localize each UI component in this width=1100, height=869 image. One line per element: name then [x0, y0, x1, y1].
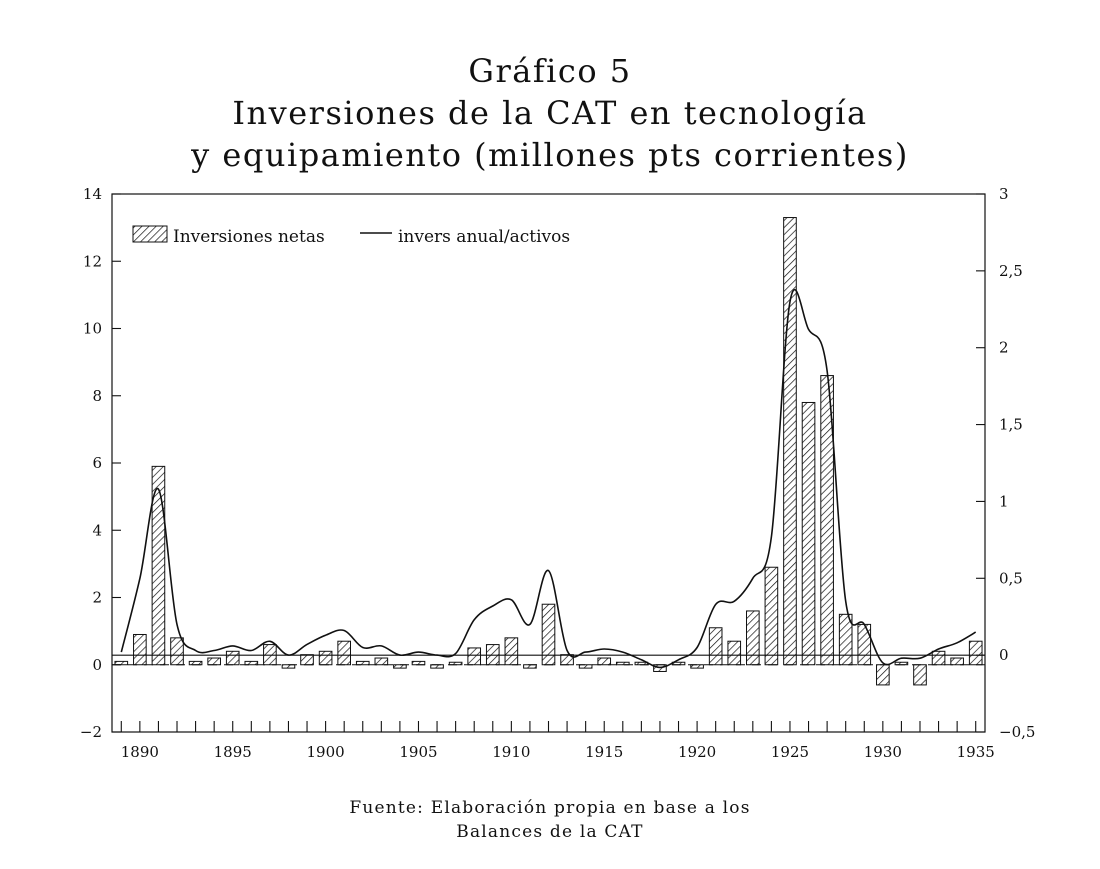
bar-1914	[578, 664, 593, 669]
x-tick-label-1915: 1915	[585, 743, 623, 761]
chart-title-line2: Inversiones de la CAT en tecnología	[232, 94, 868, 132]
bar-1891	[151, 465, 166, 666]
series-line-invers-anual-activos	[120, 289, 977, 669]
bar-1915	[597, 657, 612, 666]
bar-1933	[931, 650, 946, 666]
x-tick-label-1925: 1925	[771, 743, 809, 761]
right-axis: −0,5 0 0,5 1 1,5 2 2,5 3	[976, 185, 1035, 741]
left-tick-label-12: 12	[83, 252, 102, 270]
legend-bar-label: Inversiones netas	[173, 227, 325, 247]
left-tick-label-6: 6	[92, 454, 102, 472]
bar-1906	[430, 664, 444, 669]
bar-1905	[411, 660, 426, 666]
bar-1935	[968, 640, 983, 666]
bar-1904	[393, 664, 407, 669]
bar-1932	[913, 664, 927, 686]
x-axis: 1890 1895 1900 1905 1910 1915 1920 1925 1930 1935	[120, 721, 995, 761]
left-tick-label-2: 2	[92, 589, 102, 607]
right-tick-label-2: 0,5	[999, 569, 1023, 587]
x-tick-label-1890: 1890	[121, 743, 159, 761]
left-tick-label-8: 8	[92, 387, 102, 405]
bar-1921	[708, 627, 723, 666]
right-tick-label-1: 0	[999, 646, 1009, 664]
bar-1920	[690, 664, 704, 669]
bar-1889	[114, 660, 129, 666]
x-tick-label-1935: 1935	[957, 743, 995, 761]
x-tick-label-1920: 1920	[678, 743, 716, 761]
bar-1916	[615, 661, 630, 666]
bar-1922	[727, 640, 742, 666]
x-tick-label-1900: 1900	[307, 743, 345, 761]
right-tick-label-0: −0,5	[999, 723, 1035, 741]
bar-1910	[504, 637, 519, 666]
bar-1911	[523, 664, 537, 669]
left-axis: −2 0 2 4 6 8 10 12 14	[80, 185, 121, 741]
x-tick-label-1895: 1895	[214, 743, 252, 761]
bar-1924	[764, 566, 779, 666]
legend-line-label: invers anual/activos	[398, 227, 570, 247]
left-tick-label-4: 4	[92, 521, 102, 539]
bar-1898	[281, 664, 296, 669]
source-note-line2: Balances de la CAT	[456, 822, 644, 842]
bar-1901	[337, 640, 351, 666]
bar-1929	[857, 623, 872, 666]
bar-1900	[318, 650, 333, 666]
bar-1923	[746, 610, 760, 666]
line-layer	[112, 289, 985, 669]
bar-1926	[801, 401, 816, 666]
left-tick-label-14: 14	[83, 185, 102, 203]
bar-1934	[950, 657, 964, 666]
left-tick-label-10: 10	[83, 320, 102, 338]
bar-1895	[225, 650, 240, 666]
source-note-line1: Fuente: Elaboración propia en base a los	[349, 798, 751, 818]
bar-1908	[467, 647, 482, 666]
bar-series	[114, 217, 983, 686]
right-tick-label-6: 2,5	[999, 262, 1023, 280]
bar-1894	[207, 657, 221, 666]
bar-1893	[188, 660, 203, 666]
chart-title-line3: y equipamiento (millones pts corrientes)	[191, 136, 909, 174]
right-tick-label-5: 2	[999, 339, 1009, 357]
x-tick-label-1910: 1910	[492, 743, 530, 761]
bar-1930	[876, 664, 890, 686]
bar-1902	[355, 660, 370, 666]
chart-title-line1: Gráfico 5	[468, 52, 632, 90]
right-tick-label-7: 3	[999, 185, 1009, 203]
bar-1903	[374, 657, 389, 666]
bar-1928	[838, 613, 853, 666]
bar-1890	[133, 633, 147, 666]
right-tick-label-4: 1,5	[999, 416, 1023, 434]
x-tick-label-1930: 1930	[864, 743, 902, 761]
left-tick-label-0: 0	[92, 656, 102, 674]
legend-bar-swatch	[132, 225, 168, 243]
x-tick-label-1905: 1905	[399, 743, 437, 761]
left-tick-label--2: −2	[80, 723, 102, 741]
bar-1899	[300, 654, 314, 666]
bar-1896	[244, 660, 259, 666]
legend: Inversiones netas invers anual/activos	[132, 225, 570, 247]
right-tick-label-3: 1	[999, 492, 1009, 510]
bar-1892	[170, 637, 184, 666]
bar-1925	[783, 217, 797, 666]
